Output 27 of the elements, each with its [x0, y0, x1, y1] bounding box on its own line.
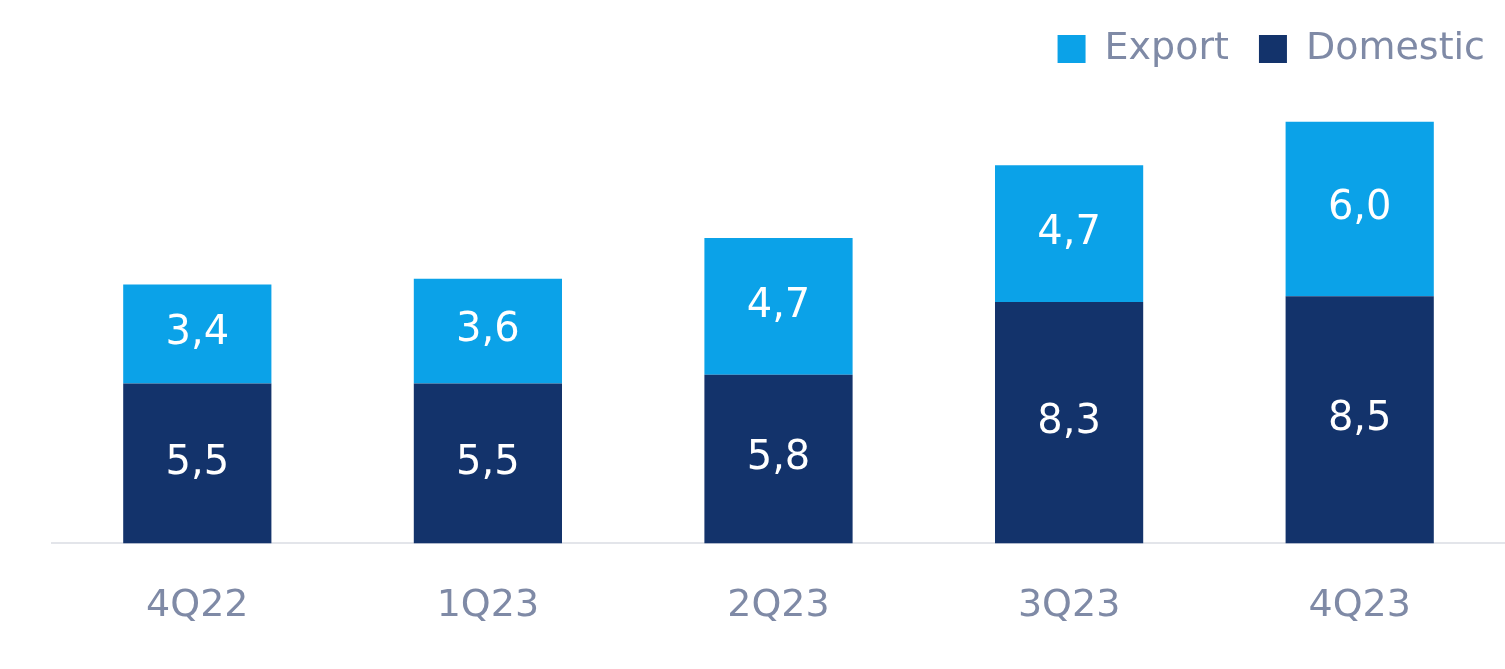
bar [704, 237, 853, 375]
data-label: 6,0 [1327, 182, 1392, 229]
x-tick-label: 4Q22 [146, 581, 249, 626]
bar [995, 165, 1144, 302]
data-label: 3,6 [456, 304, 520, 351]
bar [704, 374, 853, 544]
x-tick-label: 3Q23 [1017, 581, 1121, 626]
data-label: 5,5 [165, 436, 230, 483]
bar [123, 383, 272, 544]
legend-label: Export [1104, 23, 1229, 68]
bar [1285, 296, 1434, 544]
bar [413, 383, 562, 544]
legend-label: Domestic [1305, 23, 1486, 68]
data-label: 8,5 [1327, 393, 1392, 440]
data-label: 5,8 [746, 432, 811, 479]
data-label: 3,4 [165, 307, 230, 354]
bar [123, 284, 272, 384]
bar [995, 301, 1144, 544]
data-label: 8,3 [1037, 396, 1101, 443]
data-label: 4,7 [1037, 207, 1101, 254]
bar [1285, 121, 1434, 297]
data-label: 5,5 [456, 436, 520, 483]
bar [413, 278, 562, 384]
x-tick-label: 2Q23 [727, 581, 830, 626]
data-label: 4,7 [746, 279, 811, 326]
x-tick-label: 1Q23 [436, 581, 540, 626]
x-tick-label: 4Q23 [1308, 581, 1411, 626]
